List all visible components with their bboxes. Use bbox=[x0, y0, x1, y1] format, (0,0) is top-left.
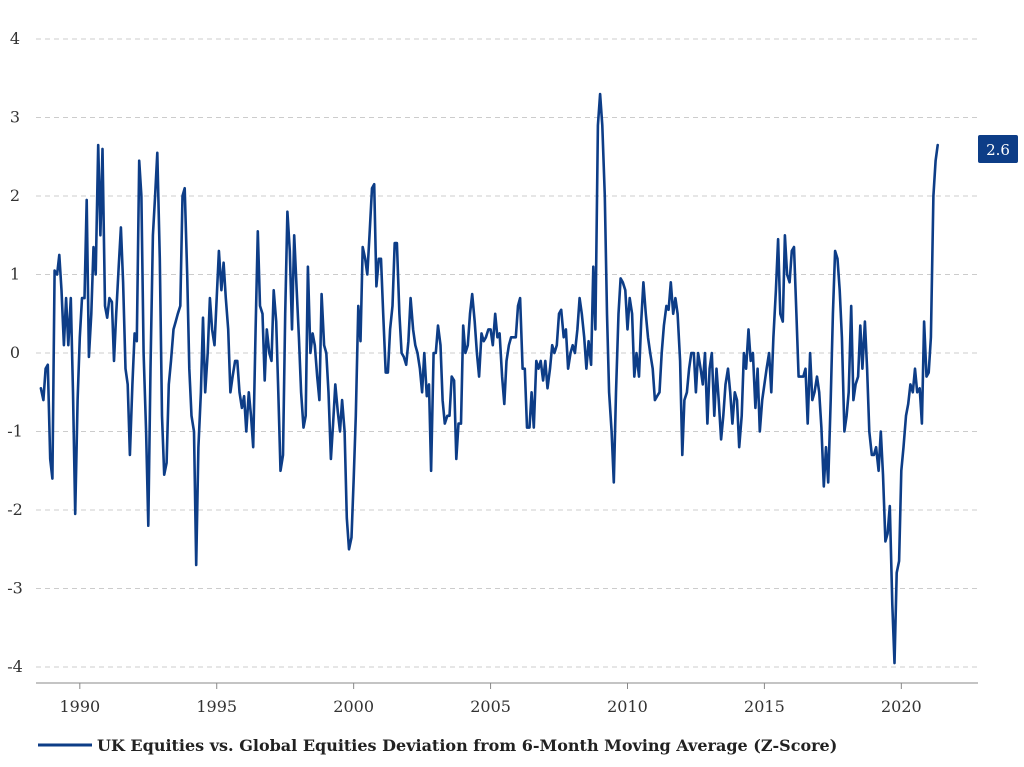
y-tick-label: -4 bbox=[7, 657, 23, 676]
series-line-uk-vs-global bbox=[39, 92, 939, 665]
last-value-badge: 2.6 bbox=[978, 135, 1018, 163]
x-axis: 1990 1995 2000 2005 2010 2015 2020 bbox=[36, 682, 978, 716]
last-value-label: 2.6 bbox=[986, 141, 1010, 159]
y-tick-label: 3 bbox=[10, 108, 20, 127]
y-tick-label: -2 bbox=[7, 500, 23, 519]
x-tick-label: 2015 bbox=[744, 697, 785, 716]
x-tick-label: 2000 bbox=[333, 697, 374, 716]
x-tick-label: 2010 bbox=[607, 697, 648, 716]
y-tick-label: 2 bbox=[10, 186, 20, 205]
y-tick-label: -3 bbox=[7, 579, 23, 598]
legend: UK Equities vs. Global Equities Deviatio… bbox=[38, 736, 837, 755]
y-tick-label: 1 bbox=[10, 265, 20, 284]
y-axis: 4 3 2 1 0 -1 -2 -3 -4 bbox=[7, 29, 23, 676]
x-tick-label: 2020 bbox=[881, 697, 922, 716]
y-tick-label: -1 bbox=[7, 422, 23, 441]
y-tick-label: 0 bbox=[10, 343, 20, 362]
series-layer bbox=[39, 92, 939, 665]
last-value-badge-box bbox=[978, 135, 1018, 163]
x-tick-label: 1995 bbox=[196, 697, 237, 716]
x-tick-label: 2005 bbox=[470, 697, 511, 716]
legend-label: UK Equities vs. Global Equities Deviatio… bbox=[97, 736, 837, 755]
y-tick-label: 4 bbox=[10, 29, 20, 48]
x-tick-label: 1990 bbox=[59, 697, 100, 716]
